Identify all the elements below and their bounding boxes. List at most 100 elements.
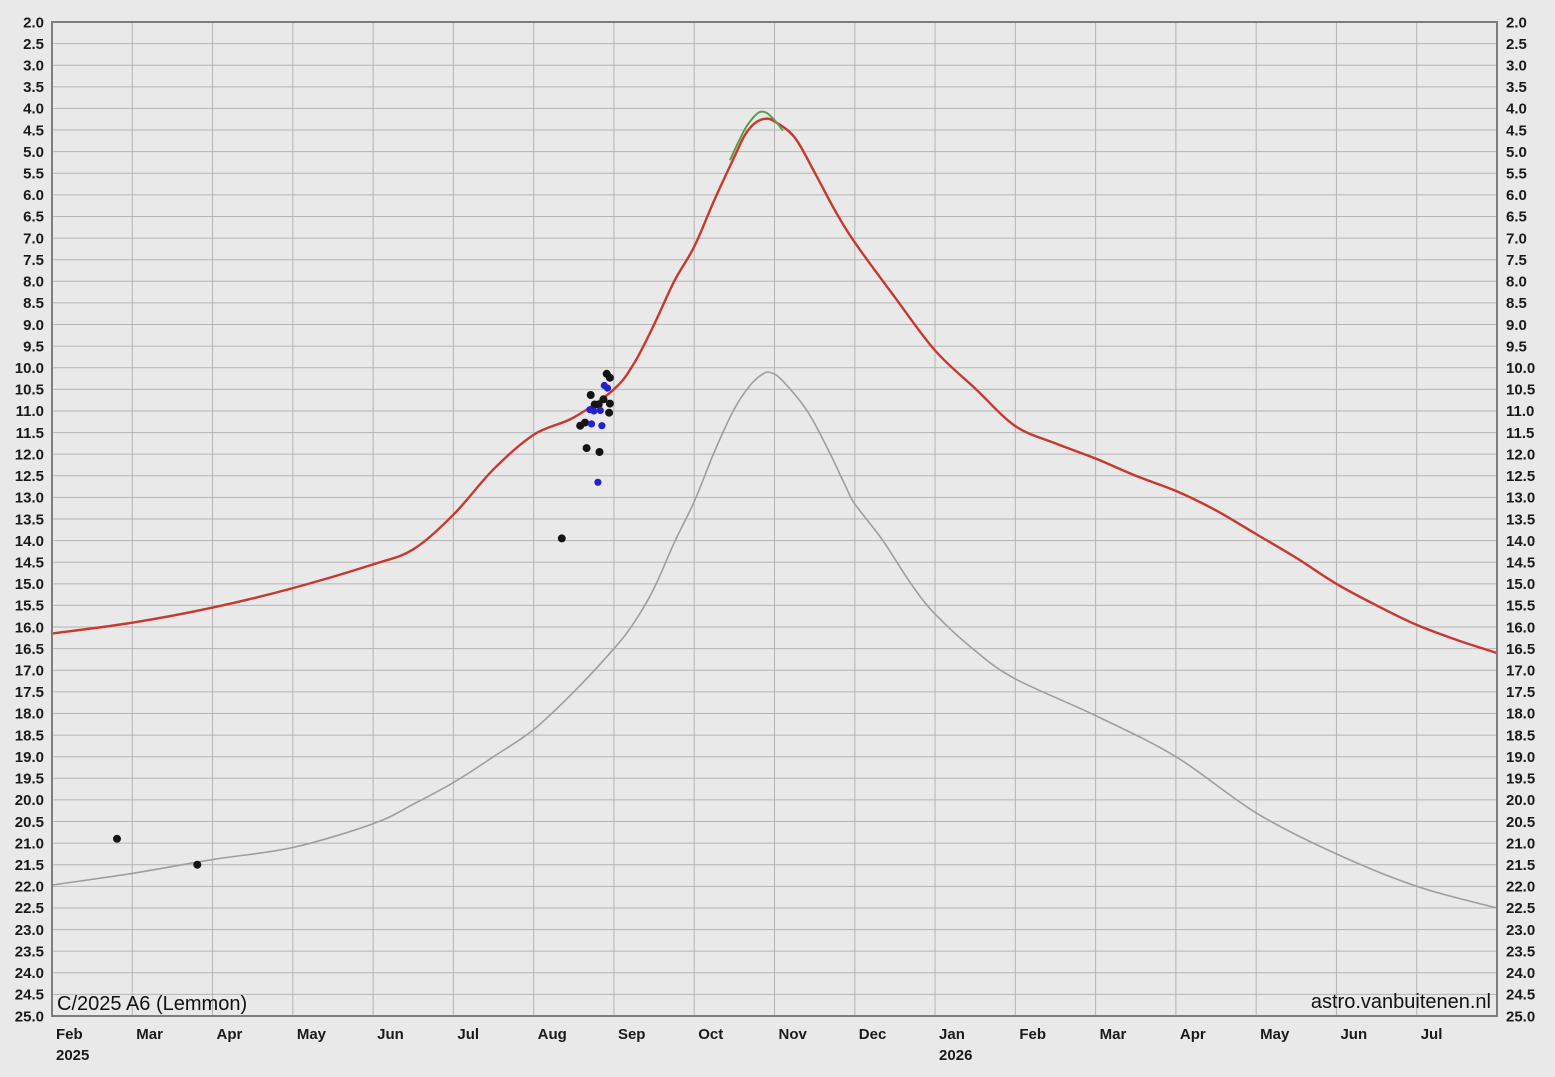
svg-text:13.5: 13.5 — [1506, 511, 1535, 528]
svg-text:6.0: 6.0 — [23, 187, 44, 204]
svg-text:25.0: 25.0 — [15, 1008, 44, 1025]
svg-text:17.5: 17.5 — [1506, 684, 1535, 701]
svg-text:12.0: 12.0 — [1506, 446, 1535, 463]
svg-text:9.5: 9.5 — [23, 338, 44, 355]
svg-text:7.0: 7.0 — [23, 230, 44, 247]
svg-text:5.5: 5.5 — [1506, 166, 1527, 183]
svg-text:16.0: 16.0 — [15, 619, 44, 636]
svg-text:Jan: Jan — [939, 1026, 965, 1043]
svg-text:3.0: 3.0 — [1506, 57, 1527, 74]
svg-text:13.0: 13.0 — [1506, 490, 1535, 507]
svg-text:3.5: 3.5 — [1506, 79, 1527, 96]
svg-text:17.0: 17.0 — [15, 663, 44, 680]
svg-text:9.0: 9.0 — [1506, 317, 1527, 334]
svg-text:23.0: 23.0 — [15, 922, 44, 939]
svg-text:2.0: 2.0 — [23, 14, 44, 31]
svg-text:16.5: 16.5 — [15, 641, 44, 658]
comet-lightcurve-chart: 2.02.53.03.54.04.55.05.56.06.57.07.58.08… — [0, 0, 1555, 1077]
svg-text:9.5: 9.5 — [1506, 338, 1527, 355]
svg-text:24.0: 24.0 — [15, 965, 44, 982]
svg-text:4.5: 4.5 — [1506, 122, 1527, 139]
svg-text:11.0: 11.0 — [1506, 403, 1534, 420]
svg-text:10.5: 10.5 — [1506, 382, 1535, 399]
watermark: astro.vanbuitenen.nl — [1311, 991, 1491, 1013]
svg-text:21.5: 21.5 — [1506, 857, 1535, 874]
svg-text:11.0: 11.0 — [16, 403, 44, 420]
svg-text:10.0: 10.0 — [15, 360, 44, 377]
svg-text:Dec: Dec — [859, 1026, 887, 1043]
svg-text:15.5: 15.5 — [15, 598, 44, 615]
svg-text:21.0: 21.0 — [15, 835, 44, 852]
svg-text:23.5: 23.5 — [1506, 943, 1535, 960]
svg-text:12.5: 12.5 — [1506, 468, 1535, 485]
svg-text:12.5: 12.5 — [15, 468, 44, 485]
svg-text:14.0: 14.0 — [1506, 533, 1535, 550]
svg-text:7.5: 7.5 — [23, 252, 44, 269]
svg-text:12.0: 12.0 — [15, 446, 44, 463]
svg-text:15.0: 15.0 — [1506, 576, 1535, 593]
svg-text:19.5: 19.5 — [15, 771, 44, 788]
svg-text:18.0: 18.0 — [1506, 706, 1535, 723]
svg-text:11.5: 11.5 — [1506, 425, 1534, 442]
svg-text:6.5: 6.5 — [1506, 209, 1527, 226]
svg-text:5.5: 5.5 — [23, 166, 44, 183]
svg-text:17.5: 17.5 — [15, 684, 44, 701]
svg-text:8.5: 8.5 — [23, 295, 44, 312]
svg-text:19.0: 19.0 — [15, 749, 44, 766]
svg-text:Feb: Feb — [56, 1026, 83, 1043]
svg-text:Nov: Nov — [779, 1026, 808, 1043]
svg-text:6.0: 6.0 — [1506, 187, 1527, 204]
svg-text:24.5: 24.5 — [1506, 987, 1535, 1004]
svg-text:5.0: 5.0 — [1506, 144, 1527, 161]
svg-text:8.0: 8.0 — [23, 274, 44, 291]
svg-text:2.5: 2.5 — [23, 36, 44, 53]
svg-text:15.0: 15.0 — [15, 576, 44, 593]
svg-text:Feb: Feb — [1019, 1026, 1046, 1043]
svg-text:Oct: Oct — [698, 1026, 723, 1043]
svg-text:14.5: 14.5 — [1506, 554, 1535, 571]
svg-text:16.5: 16.5 — [1506, 641, 1535, 658]
svg-text:18.0: 18.0 — [15, 706, 44, 723]
chart-canvas: 2.02.53.03.54.04.55.05.56.06.57.07.58.08… — [0, 0, 1555, 1077]
svg-text:20.5: 20.5 — [1506, 814, 1535, 831]
svg-text:3.5: 3.5 — [23, 79, 44, 96]
svg-text:Jun: Jun — [1340, 1026, 1367, 1043]
svg-text:Jul: Jul — [457, 1026, 479, 1043]
svg-text:9.0: 9.0 — [23, 317, 44, 334]
svg-text:2025: 2025 — [56, 1047, 89, 1064]
svg-text:21.5: 21.5 — [15, 857, 44, 874]
svg-text:22.0: 22.0 — [15, 879, 44, 896]
svg-text:May: May — [1260, 1026, 1290, 1043]
svg-text:18.5: 18.5 — [15, 727, 44, 744]
svg-text:Jun: Jun — [377, 1026, 404, 1043]
svg-text:May: May — [297, 1026, 327, 1043]
svg-text:6.5: 6.5 — [23, 209, 44, 226]
chart-title: C/2025 A6 (Lemmon) — [57, 993, 247, 1015]
svg-text:Aug: Aug — [538, 1026, 567, 1043]
svg-text:24.0: 24.0 — [1506, 965, 1535, 982]
svg-text:Sep: Sep — [618, 1026, 646, 1043]
svg-text:5.0: 5.0 — [23, 144, 44, 161]
svg-text:21.0: 21.0 — [1506, 835, 1535, 852]
svg-text:19.5: 19.5 — [1506, 771, 1535, 788]
svg-text:Jul: Jul — [1421, 1026, 1443, 1043]
svg-text:15.5: 15.5 — [1506, 598, 1535, 615]
svg-text:20.0: 20.0 — [1506, 792, 1535, 809]
svg-text:2026: 2026 — [939, 1047, 972, 1064]
svg-text:2.0: 2.0 — [1506, 14, 1527, 31]
svg-text:Apr: Apr — [217, 1026, 243, 1043]
svg-text:25.0: 25.0 — [1506, 1008, 1535, 1025]
svg-text:7.5: 7.5 — [1506, 252, 1527, 269]
svg-text:16.0: 16.0 — [1506, 619, 1535, 636]
svg-text:24.5: 24.5 — [15, 987, 44, 1004]
svg-text:7.0: 7.0 — [1506, 230, 1527, 247]
svg-text:13.5: 13.5 — [15, 511, 44, 528]
svg-text:8.0: 8.0 — [1506, 274, 1527, 291]
svg-text:4.5: 4.5 — [23, 122, 44, 139]
svg-text:11.5: 11.5 — [16, 425, 44, 442]
svg-text:10.0: 10.0 — [1506, 360, 1535, 377]
svg-text:19.0: 19.0 — [1506, 749, 1535, 766]
svg-text:3.0: 3.0 — [23, 57, 44, 74]
svg-text:Mar: Mar — [136, 1026, 163, 1043]
svg-text:8.5: 8.5 — [1506, 295, 1527, 312]
